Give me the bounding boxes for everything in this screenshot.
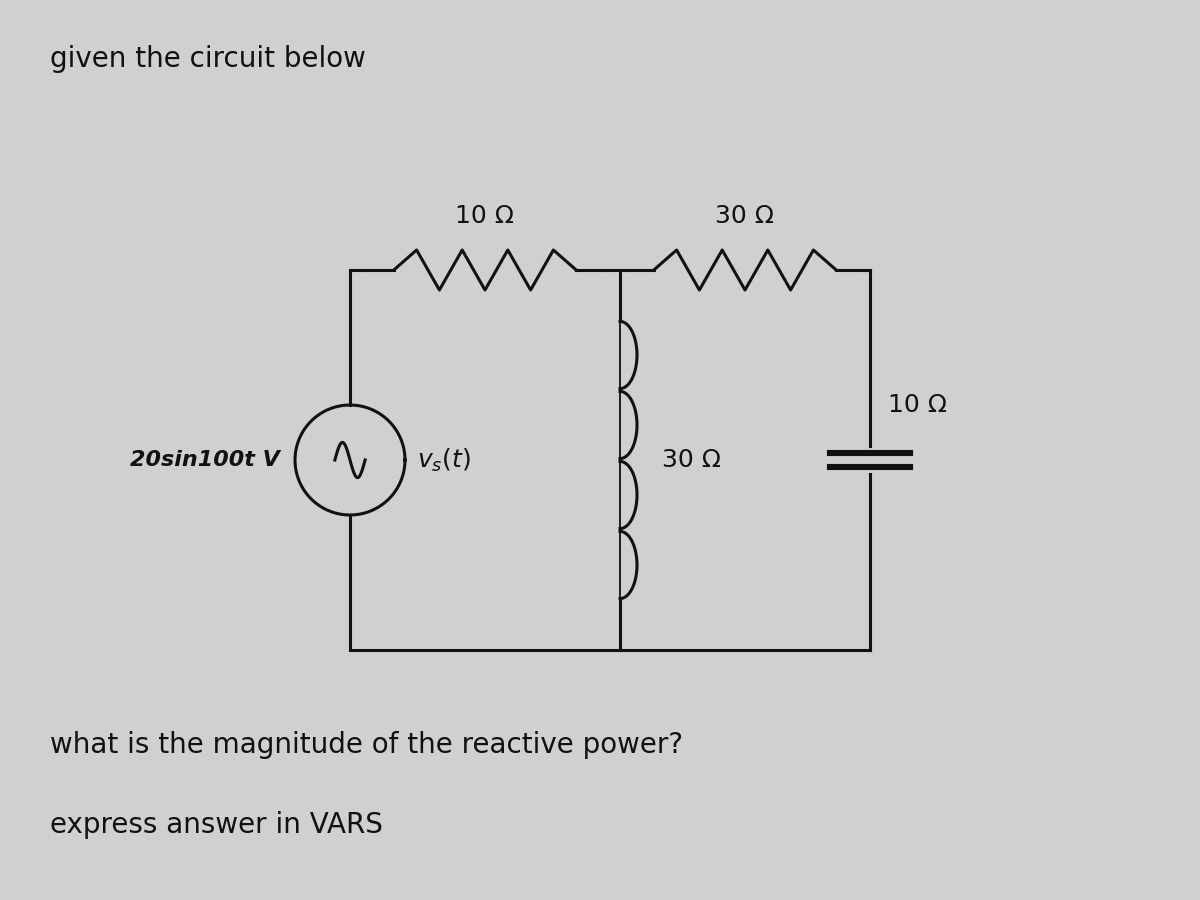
Text: 20sin100t V: 20sin100t V — [130, 450, 280, 470]
Text: 30 Ω: 30 Ω — [662, 448, 721, 472]
Text: what is the magnitude of the reactive power?: what is the magnitude of the reactive po… — [50, 731, 683, 759]
Text: express answer in VARS: express answer in VARS — [50, 811, 383, 839]
Text: 10 Ω: 10 Ω — [456, 204, 515, 228]
Text: given the circuit below: given the circuit below — [50, 45, 366, 73]
Text: 30 Ω: 30 Ω — [715, 204, 774, 228]
Text: 10 Ω: 10 Ω — [888, 393, 947, 417]
Text: $v_s(t)$: $v_s(t)$ — [418, 446, 470, 473]
